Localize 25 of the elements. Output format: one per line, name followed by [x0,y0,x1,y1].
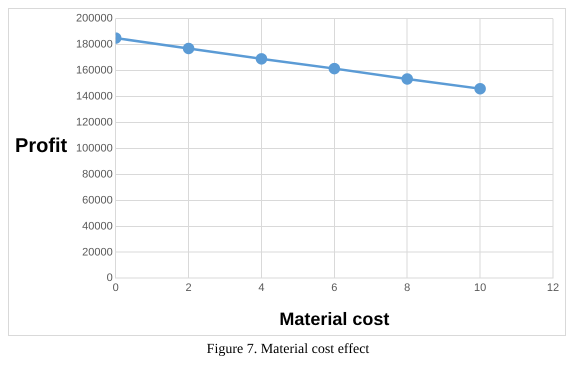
y-tick-label: 160000 [76,64,113,77]
y-tick-label: 20000 [82,246,113,258]
x-tick-label: 12 [546,282,560,294]
y-tick-label: 200000 [76,12,113,25]
x-tick-label: 6 [331,282,338,294]
point [256,53,268,65]
point [474,82,486,94]
y-tick-label: 60000 [82,194,113,206]
y-tick-label: 100000 [76,142,113,154]
y-axis-title: Profit [15,134,68,157]
point [182,42,194,54]
point [328,62,340,74]
x-tick-label: 8 [404,282,410,294]
caption: Figure 7. Material cost effect [206,342,370,358]
y-tick-label: 0 [106,272,113,284]
x-tick-label: 4 [258,282,265,294]
x-tick-label: 10 [474,282,486,294]
x-axis-title: Material cost [279,309,390,330]
y-tick-label: 40000 [82,220,113,232]
point [401,73,413,85]
y-tick-label: 80000 [82,168,113,180]
y-tick-label: 180000 [76,38,113,51]
x-tick-label: 2 [186,282,192,294]
y-tick-label: 120000 [76,116,113,128]
y-tick-label: 140000 [76,90,113,103]
